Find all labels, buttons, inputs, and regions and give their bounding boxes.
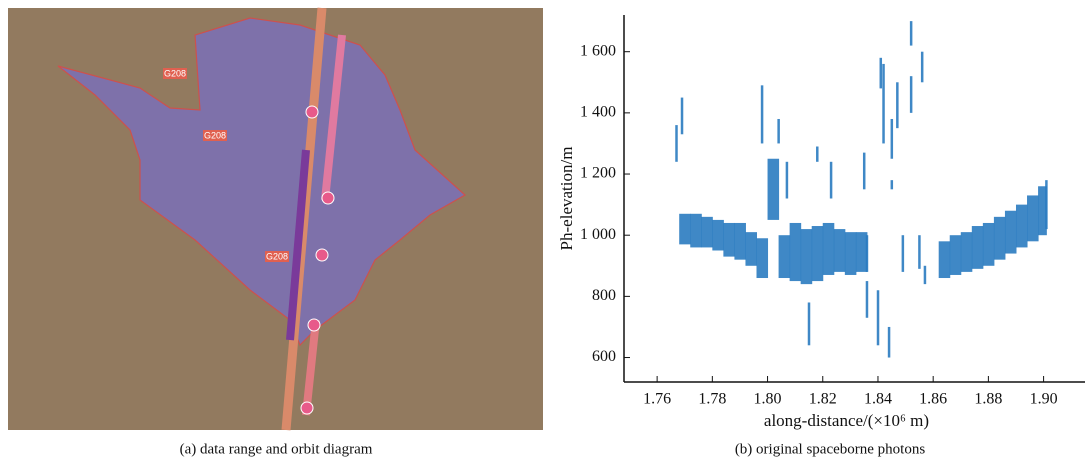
photon-cluster [844,232,857,275]
y-tick-label: 800 [592,287,616,304]
photon-cluster [890,180,894,190]
y-tick-label: 600 [592,348,616,365]
orbit-track [321,34,346,201]
photon-cluster [675,125,678,162]
photon-cluster [1015,204,1028,248]
orbit-track [302,319,320,416]
x-tick-label: 1.76 [643,391,671,408]
photon-cluster [879,57,883,89]
photon-cluster [971,226,984,269]
x-tick-label: 1.84 [864,391,892,408]
map-label: G208 [164,68,186,78]
photon-cluster [816,146,819,162]
photon-cluster [680,97,684,135]
x-tick-label: 1.88 [974,391,1002,408]
photon-cluster [901,235,905,272]
photon-cluster [701,216,713,248]
y-tick-label: 1 600 [580,42,616,59]
map-label: G208 [204,130,226,140]
photon-cluster [760,85,764,144]
photon-cluster [909,21,913,46]
photon-cluster [918,235,921,269]
road-sign [265,251,289,262]
photon-cluster [938,241,951,279]
photon-cluster [920,51,924,83]
photon-cluster [876,290,880,346]
photon-cluster [679,213,691,245]
road-sign [163,68,187,79]
photon-cluster [862,152,866,190]
y-axis-label: Ph-elevation/m [557,147,576,251]
photon-cluster [777,118,780,144]
photon-cluster [982,222,995,266]
photon-cluster [887,326,891,358]
y-tick-label: 1 400 [580,104,616,121]
photon-cluster [865,281,869,318]
photon-cluster [789,222,802,282]
x-axis-label: along-distance/(×10⁶ m) [764,411,929,430]
photon-cluster [949,235,962,275]
photon-cluster [723,222,735,257]
caption: (b) original spaceborne photons [735,441,926,457]
photon-cluster [756,238,769,279]
pin [321,191,335,205]
photon-cluster [778,235,791,279]
photon-cluster [767,158,780,220]
photon-cluster [909,76,913,113]
photon-cluster [993,216,1006,260]
photon-cluster [890,118,894,159]
x-tick-label: 1.86 [919,391,947,408]
pin [307,318,321,332]
x-tick-label: 1.90 [1030,391,1058,408]
y-tick-label: 1 200 [580,165,616,182]
photon-cluster [1045,180,1048,230]
x-tick-label: 1.78 [698,391,726,408]
photon-cluster [822,222,835,275]
photon-cluster [690,213,702,248]
photon-cluster [865,235,869,272]
pin [300,401,314,415]
photon-cluster [807,302,811,346]
map: G208 G208 G208 [8,7,543,431]
pin [315,248,329,262]
photon-cluster [800,229,813,285]
x-tick-label: 1.80 [754,391,782,408]
orbit-track [286,149,310,341]
photon-cluster [1027,195,1039,242]
photon-cluster [960,232,973,272]
photon-cluster [734,222,746,260]
photon-cluster [712,219,724,251]
photon-cluster [923,265,927,285]
photon-cluster [1004,210,1017,254]
photon-cluster [829,161,833,199]
photon-cluster [882,63,885,144]
road-sign [203,130,227,141]
y-tick-label: 1 000 [580,226,616,243]
pin [305,105,319,119]
photon-cluster [785,161,789,199]
x-tick-label: 1.82 [809,391,837,408]
map-label: G208 [266,251,288,261]
photon-cluster [855,232,868,272]
data-range-polygon [57,17,467,347]
photon-cluster [896,82,899,129]
photon-cluster [1038,186,1047,236]
photon-cluster [745,232,758,266]
photon-cluster [833,229,846,272]
photon-cluster [811,226,824,282]
caption: (a) data range and orbit diagram [180,441,373,457]
